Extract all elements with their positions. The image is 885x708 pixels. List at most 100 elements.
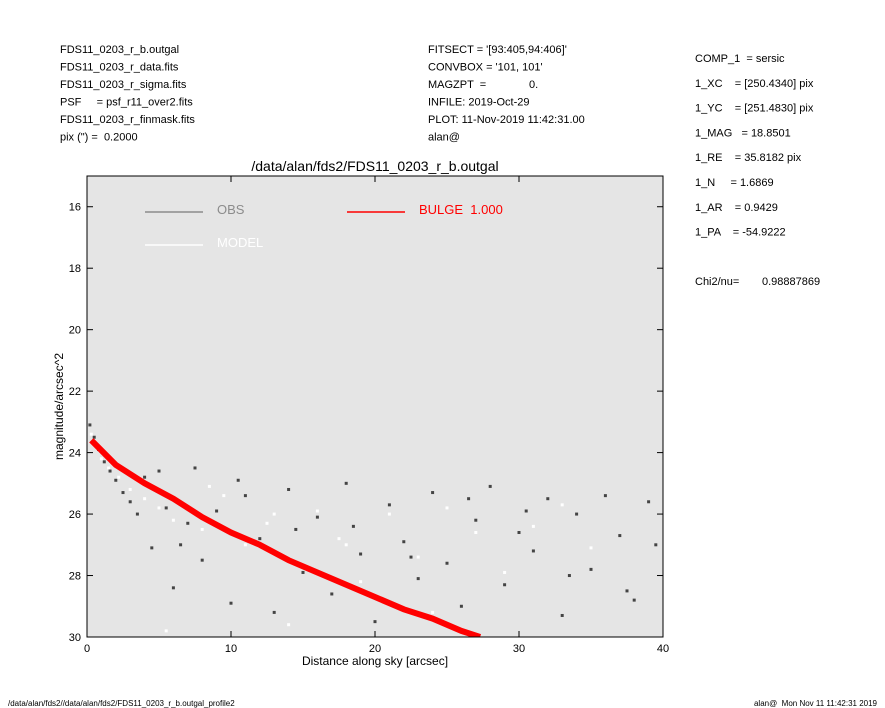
header-text: PSF = psf_r11_over2.fits — [60, 97, 193, 109]
data-point — [603, 494, 607, 498]
y-tick-label: 22 — [69, 386, 81, 398]
fit-parameter: 1_RE = 35.8182 pix — [695, 152, 802, 164]
plot-marks — [88, 423, 658, 637]
data-point — [114, 478, 118, 482]
fit-parameter: 1_PA = -54.9222 — [695, 227, 786, 239]
data-point — [265, 521, 269, 525]
data-point — [164, 629, 168, 633]
data-point — [186, 521, 190, 525]
data-point — [117, 475, 121, 479]
data-point — [589, 546, 593, 550]
data-point — [315, 509, 319, 513]
y-tick-label: 20 — [69, 325, 81, 337]
data-point — [272, 610, 276, 614]
y-tick-label: 18 — [69, 263, 81, 275]
data-point — [625, 589, 629, 593]
model-band — [89, 438, 482, 637]
data-point — [467, 497, 471, 501]
data-point — [387, 503, 391, 507]
data-point — [88, 423, 92, 427]
data-point — [351, 524, 355, 528]
header-text: FDS11_0203_r_sigma.fits — [60, 79, 187, 91]
data-point — [287, 623, 291, 627]
fit-parameter: 1_AR = 0.9429 — [695, 202, 778, 214]
legend-label: BULGE 1.000 — [419, 202, 503, 217]
header-text: alan@ — [428, 132, 460, 144]
data-point — [560, 613, 564, 617]
data-point — [359, 580, 363, 584]
data-point — [164, 506, 168, 510]
data-point — [359, 552, 363, 556]
chart-title: /data/alan/fds2/FDS11_0203_r_b.outgal — [251, 158, 498, 174]
data-point — [445, 561, 449, 565]
data-point — [171, 518, 175, 522]
data-point — [294, 527, 298, 531]
data-point — [287, 487, 291, 491]
header-text: FDS11_0203_r_data.fits — [60, 62, 179, 74]
data-point — [193, 466, 197, 470]
data-point — [150, 546, 154, 550]
data-point — [222, 494, 226, 498]
data-point — [157, 506, 161, 510]
y-axis-label: magnitude/arcsec^2 — [52, 353, 66, 460]
legend-label: MODEL — [217, 235, 263, 250]
fit-parameter: 1_YC = [251.4830] pix — [695, 103, 814, 115]
data-point — [207, 484, 211, 488]
y-tick-label: 28 — [69, 571, 81, 583]
data-point — [89, 432, 93, 436]
header-text: PLOT: 11-Nov-2019 11:42:31.00 — [428, 114, 585, 126]
data-point — [143, 475, 147, 479]
header-text: CONVBOX = '101, 101' — [428, 62, 543, 74]
data-point — [143, 497, 147, 501]
data-point — [171, 586, 175, 590]
data-point — [135, 512, 139, 516]
data-point — [229, 601, 233, 605]
data-point — [409, 555, 413, 559]
data-point — [108, 469, 112, 473]
x-tick-label: 30 — [513, 643, 525, 655]
data-point — [243, 494, 247, 498]
data-point — [243, 543, 247, 547]
data-point — [560, 503, 564, 507]
data-point — [517, 531, 521, 535]
data-point — [459, 604, 463, 608]
data-point — [474, 531, 478, 535]
data-point — [546, 497, 550, 501]
fit-parameter: 1_MAG = 18.8501 — [695, 127, 791, 139]
data-point — [647, 500, 651, 504]
plot-background — [87, 176, 663, 637]
header-text: MAGZPT = 0. — [428, 79, 538, 91]
header-text: INFILE: 2019-Oct-29 — [428, 97, 530, 109]
data-point — [632, 598, 636, 602]
footer-text: alan@ Mon Nov 11 11:42:31 2019 — [754, 699, 878, 708]
data-point — [215, 509, 219, 513]
data-point — [330, 592, 334, 596]
data-point — [258, 537, 262, 541]
data-point — [618, 534, 622, 538]
data-point — [387, 512, 391, 516]
data-point — [531, 549, 535, 553]
data-point — [402, 540, 406, 544]
data-point — [654, 543, 658, 547]
y-tick-label: 30 — [69, 632, 81, 644]
data-point — [344, 481, 348, 485]
data-point — [344, 543, 348, 547]
chi2-label: Chi2/nu= — [695, 276, 739, 288]
data-point — [128, 500, 132, 504]
data-point — [102, 460, 106, 464]
data-point — [200, 558, 204, 562]
data-point — [416, 555, 420, 559]
data-point — [474, 518, 478, 522]
y-tick-label: 24 — [69, 448, 81, 460]
data-point — [92, 435, 96, 439]
header-text: FDS11_0203_r_b.outgal — [60, 44, 179, 56]
header-text: FDS11_0203_r_finmask.fits — [60, 114, 195, 126]
data-point — [272, 512, 276, 516]
fit-parameter: 1_XC = [250.4340] pix — [695, 78, 814, 90]
x-tick-label: 40 — [657, 643, 669, 655]
x-axis-label: Distance along sky [arcsec] — [302, 654, 448, 668]
data-point — [315, 515, 319, 519]
data-point — [575, 512, 579, 516]
y-tick-label: 16 — [69, 202, 81, 214]
